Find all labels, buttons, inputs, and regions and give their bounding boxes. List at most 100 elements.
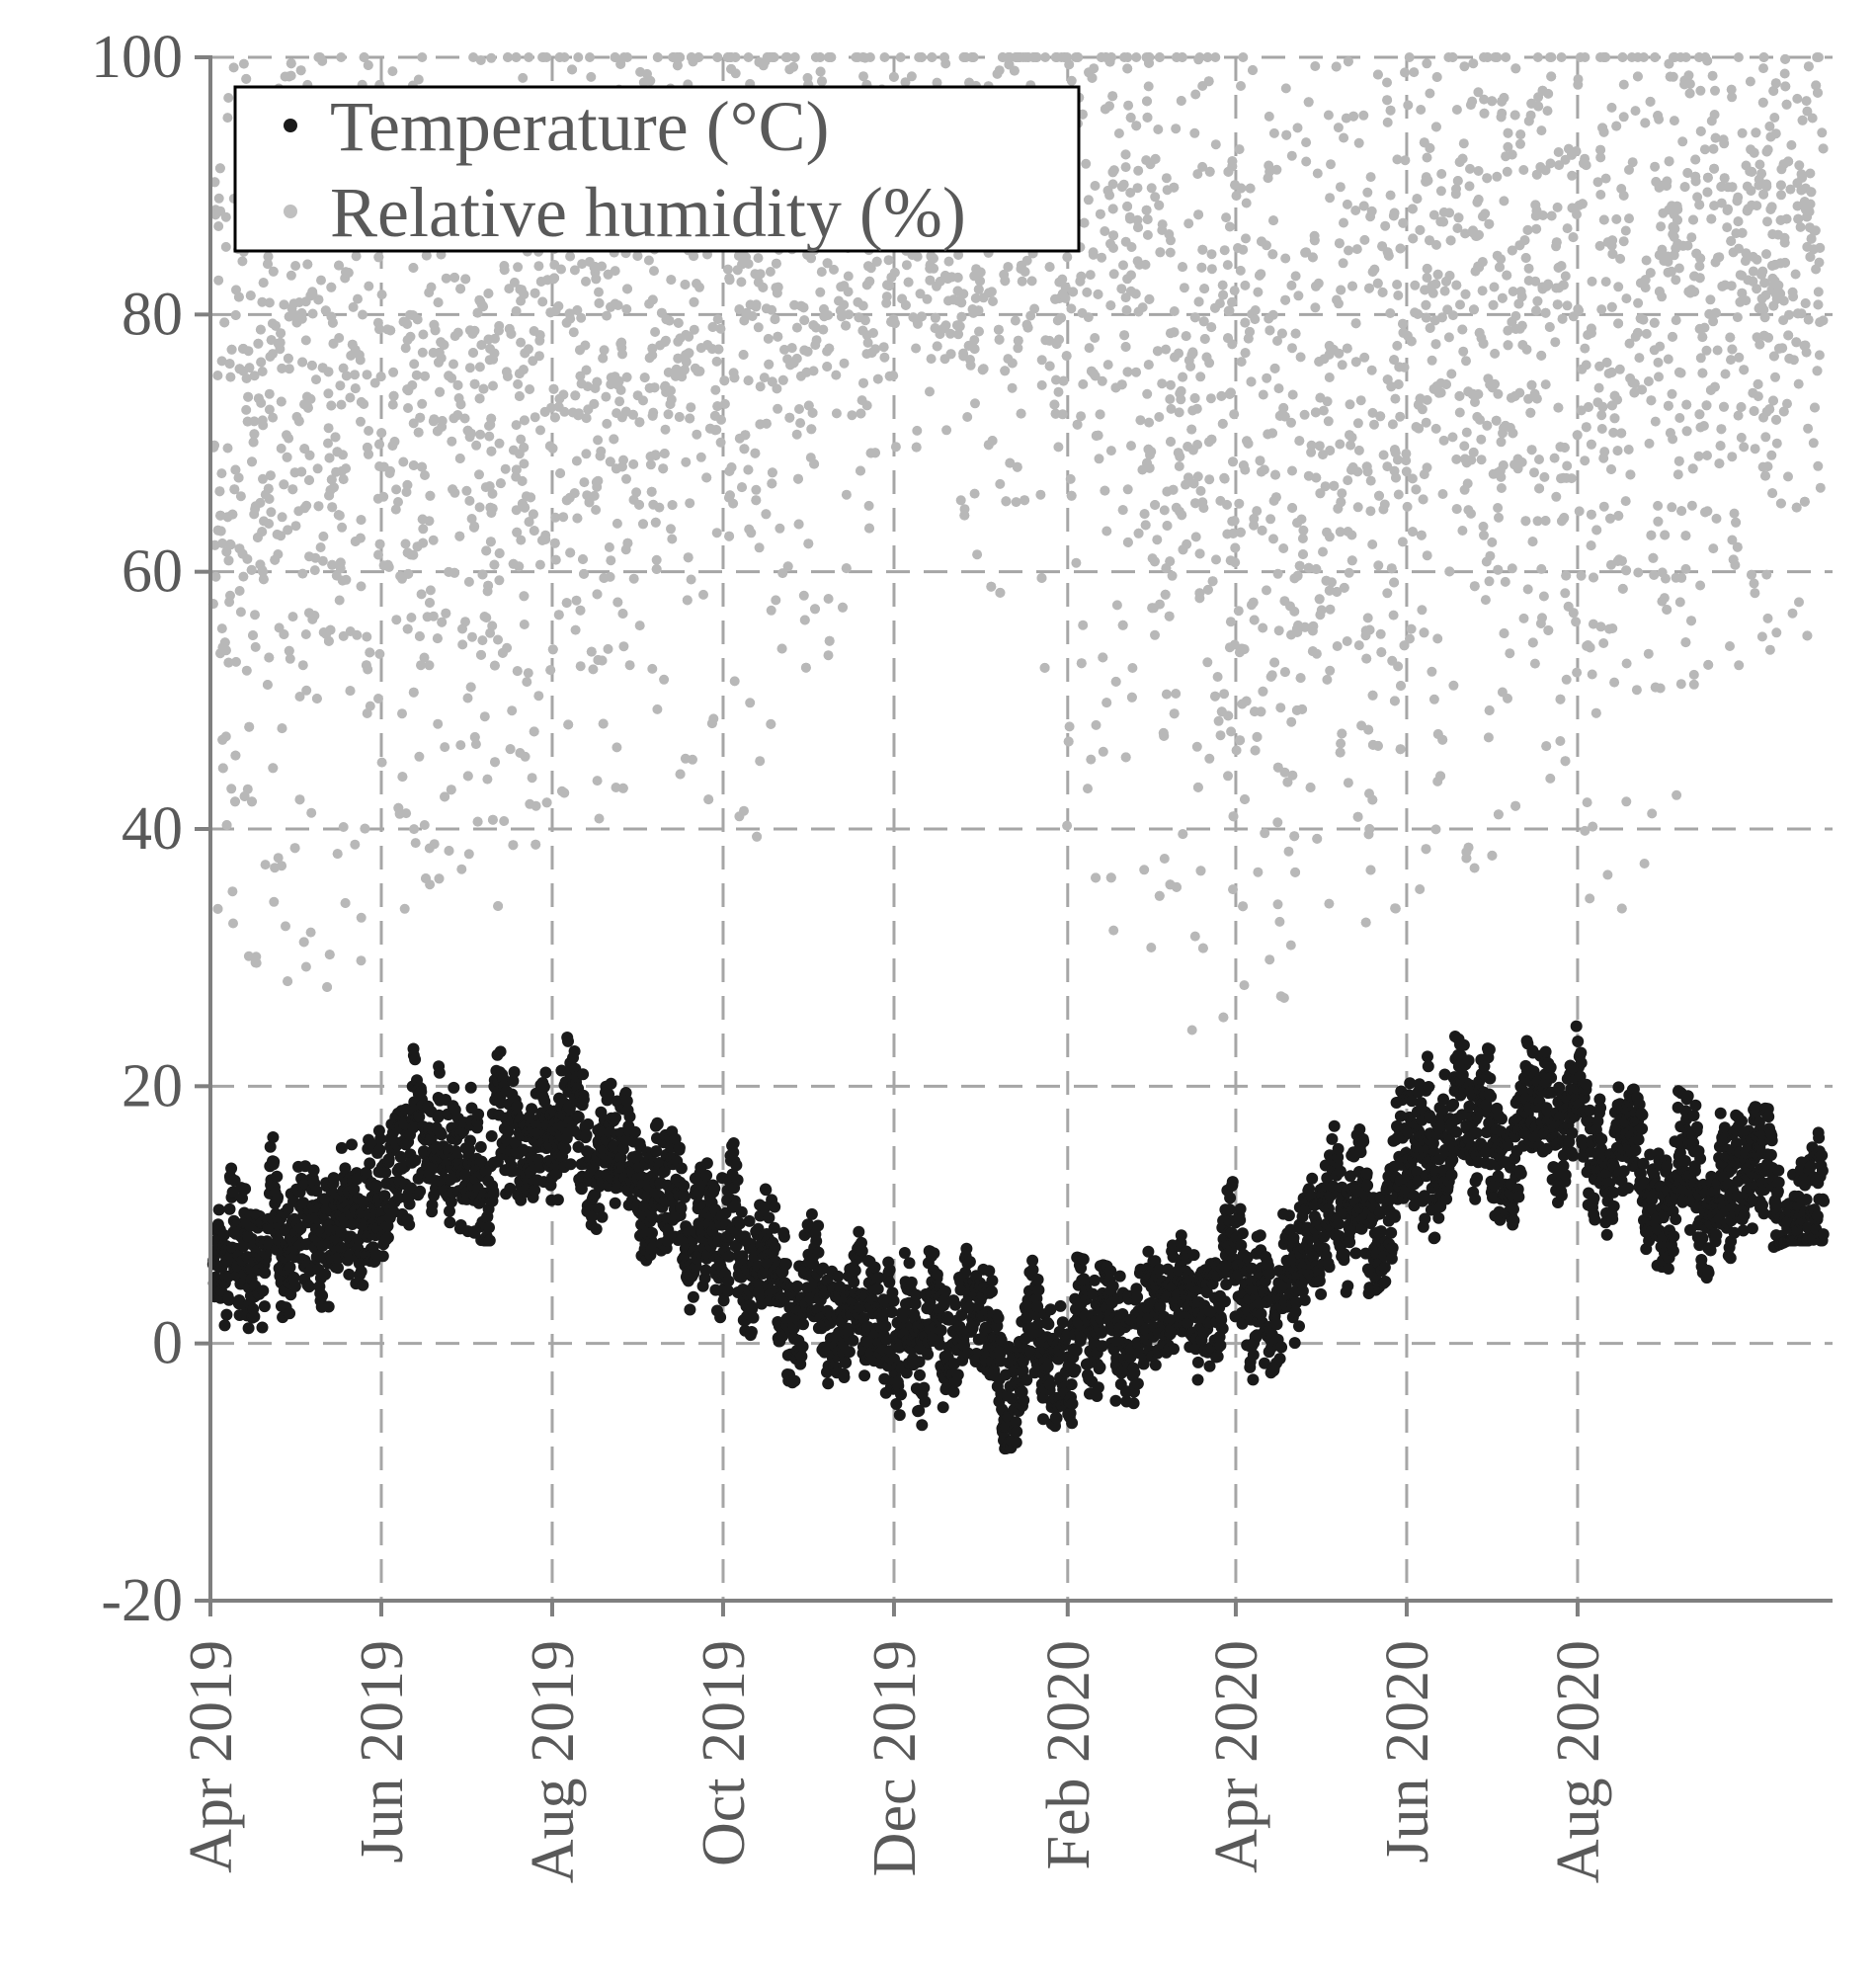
humidity-point [1431, 239, 1441, 250]
humidity-point [571, 595, 582, 606]
humidity-point [612, 518, 622, 529]
humidity-point [1780, 81, 1791, 92]
humidity-point [313, 52, 324, 62]
humidity-point [1312, 168, 1323, 179]
humidity-point [1280, 83, 1291, 94]
humidity-point [1598, 638, 1609, 648]
humidity-point [561, 317, 572, 328]
humidity-point [398, 316, 409, 327]
humidity-point [250, 641, 261, 652]
humidity-point [1347, 462, 1358, 472]
humidity-point [1312, 833, 1323, 844]
humidity-point [1154, 200, 1165, 210]
humidity-point [1422, 152, 1432, 163]
humidity-point [547, 443, 558, 454]
humidity-point [799, 315, 810, 326]
humidity-point [1673, 367, 1684, 377]
humidity-point [1621, 796, 1632, 807]
humidity-point [598, 718, 609, 729]
humidity-point [1125, 113, 1136, 123]
humidity-point [715, 323, 726, 334]
humidity-point [1372, 278, 1383, 289]
humidity-point [1614, 364, 1625, 374]
humidity-point [1056, 312, 1067, 323]
humidity-point [1620, 496, 1631, 507]
humidity-point [611, 463, 621, 474]
humidity-point [753, 322, 764, 333]
humidity-point [1781, 99, 1792, 110]
humidity-point [1279, 411, 1290, 422]
humidity-point [391, 484, 402, 495]
humidity-point [1629, 378, 1640, 389]
humidity-point [265, 352, 276, 362]
humidity-point [1585, 642, 1595, 653]
humidity-point [1703, 659, 1714, 670]
humidity-point [1352, 418, 1363, 429]
humidity-point [1555, 736, 1566, 746]
humidity-point [226, 784, 237, 794]
humidity-point [1503, 127, 1513, 138]
humidity-point [1133, 306, 1144, 317]
humidity-point [1073, 52, 1084, 62]
humidity-point [1529, 467, 1539, 478]
humidity-point [1314, 594, 1325, 605]
humidity-point [1237, 699, 1248, 709]
humidity-point [1544, 322, 1555, 332]
humidity-point [1351, 244, 1362, 255]
humidity-point [1476, 455, 1487, 465]
humidity-point [345, 392, 356, 403]
humidity-point [1580, 52, 1591, 62]
humidity-point [1382, 461, 1393, 472]
humidity-point [1561, 674, 1572, 685]
humidity-point [1269, 363, 1280, 373]
humidity-point [433, 718, 444, 729]
humidity-point [1739, 442, 1750, 453]
humidity-point [1404, 52, 1415, 62]
humidity-point [1638, 52, 1649, 62]
humidity-point [1427, 355, 1437, 366]
humidity-point [1673, 263, 1684, 274]
humidity-point [1119, 52, 1130, 62]
humidity-point [1708, 543, 1719, 554]
humidity-point [1664, 156, 1674, 167]
humidity-point [1576, 570, 1587, 581]
humidity-point [1213, 715, 1224, 726]
humidity-point [1741, 248, 1752, 259]
humidity-point [268, 763, 279, 774]
humidity-point [1492, 250, 1503, 261]
humidity-point [516, 337, 527, 348]
humidity-point [300, 335, 311, 346]
humidity-point [469, 378, 480, 389]
humidity-point [341, 371, 352, 381]
humidity-point [847, 410, 857, 421]
humidity-point [1752, 254, 1762, 265]
humidity-point [1596, 304, 1607, 315]
humidity-point [1477, 286, 1488, 296]
humidity-point [922, 293, 933, 304]
humidity-point [1218, 1012, 1229, 1023]
humidity-point [1225, 617, 1236, 627]
humidity-point [1372, 69, 1383, 80]
humidity-point [755, 756, 766, 767]
humidity-point [1605, 513, 1615, 524]
humidity-point [1736, 432, 1747, 443]
humidity-point [307, 308, 318, 319]
humidity-point [612, 742, 622, 753]
humidity-point [1367, 407, 1378, 418]
humidity-point [703, 794, 714, 805]
humidity-point [1253, 287, 1264, 297]
humidity-point [1230, 542, 1241, 553]
humidity-point [1543, 625, 1554, 635]
humidity-point [1593, 382, 1604, 393]
humidity-point [411, 370, 422, 380]
humidity-point [1343, 475, 1353, 486]
humidity-point [1204, 753, 1215, 764]
humidity-point [1707, 70, 1718, 81]
humidity-point [647, 663, 658, 674]
humidity-point [449, 272, 460, 283]
humidity-point [514, 391, 525, 401]
humidity-point [591, 274, 602, 285]
humidity-point [986, 287, 997, 297]
humidity-point [1609, 677, 1620, 688]
humidity-point [1166, 379, 1176, 390]
